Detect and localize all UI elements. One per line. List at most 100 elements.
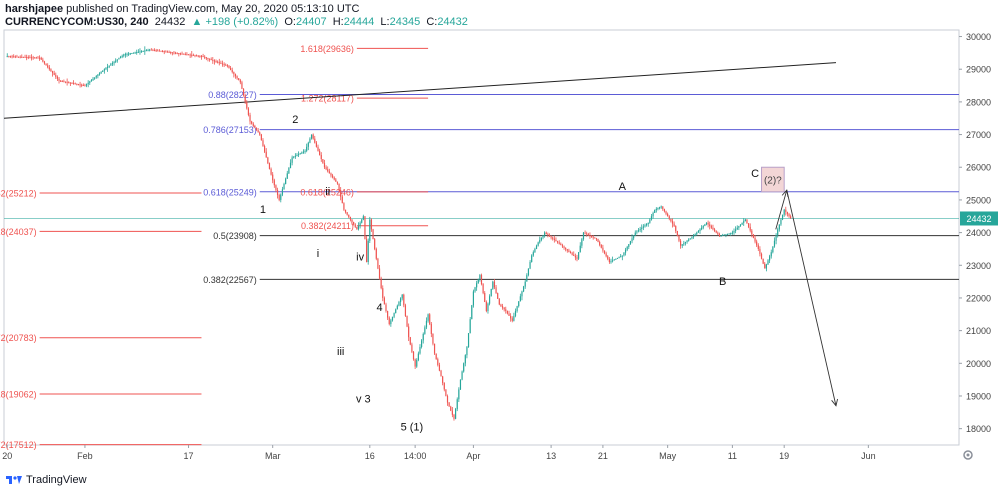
candle-body [702, 226, 704, 228]
candle-body [354, 224, 356, 227]
level-label: 1.618(29636) [300, 44, 354, 54]
candle-body [767, 260, 769, 265]
arrowhead [781, 189, 789, 198]
candle-body [95, 76, 97, 78]
level-label: 0.5(23908) [213, 231, 257, 241]
y-tick-label: 25000 [966, 195, 991, 205]
candle-body [147, 49, 149, 51]
candle-body [60, 80, 62, 82]
candle-body [783, 209, 785, 215]
candle-body [340, 190, 342, 197]
candle-body [221, 63, 224, 65]
candle-body [236, 76, 238, 79]
candle-body [259, 132, 261, 135]
candle-body [327, 169, 329, 172]
wave-label: A [619, 181, 627, 193]
candle-body [336, 181, 339, 184]
candle-body [578, 252, 580, 259]
candle-body [119, 56, 122, 59]
level-label: 0.618(25249) [203, 187, 257, 197]
candle-body [34, 57, 36, 59]
candle-body [239, 80, 241, 83]
candle-body [568, 250, 570, 252]
candle-body [526, 275, 528, 282]
candle-body [544, 232, 546, 236]
candle-body [132, 52, 135, 54]
candle-body [272, 174, 274, 181]
candle-body [129, 53, 131, 55]
candle-body [97, 74, 99, 77]
candle-body [660, 206, 662, 208]
candle-body [370, 219, 373, 230]
candle-body [667, 213, 669, 217]
symbol-name[interactable]: CURRENCYCOM:US30, 240 [5, 16, 149, 28]
wave-label: iv [356, 251, 364, 263]
candle-body [163, 51, 165, 53]
candle-body [30, 57, 33, 59]
candle-body [288, 168, 290, 174]
high-value: 24444 [343, 16, 375, 28]
candle-body [255, 128, 258, 131]
target-box-rect [761, 166, 785, 193]
candle-body [612, 260, 614, 262]
candle-body [276, 190, 279, 196]
candle-body [694, 234, 696, 236]
time-axis[interactable]: 20 Feb 17 Mar 16 14:00 Apr 13 21 May 11 19 Jun [2, 445, 876, 461]
trendline[interactable] [3, 62, 837, 119]
candle-body [328, 171, 330, 174]
candle-body [722, 235, 724, 237]
y-tick-label: 19000 [966, 391, 991, 401]
candle-body [79, 84, 81, 86]
candle-body [270, 168, 272, 175]
author-name[interactable]: harshjapee [5, 3, 64, 15]
candle-body [628, 244, 630, 247]
candle-body [291, 157, 293, 163]
candle-body [55, 74, 57, 77]
candle-body [654, 209, 656, 213]
candle-body [633, 235, 635, 239]
candle-body [98, 73, 101, 75]
candle-body [178, 53, 180, 55]
candle-body [424, 327, 426, 334]
candle-body [492, 281, 494, 289]
candle-body [467, 333, 470, 347]
candle-body [378, 268, 381, 279]
candle-body [469, 319, 471, 334]
candle-body [348, 214, 350, 218]
candle-body [281, 189, 284, 195]
candle-body [668, 216, 670, 219]
candle-body [85, 84, 88, 86]
candle-body [168, 51, 170, 53]
candle-body [458, 389, 460, 400]
candle-body [43, 61, 46, 64]
candle-body [488, 296, 491, 304]
candle-body [595, 238, 598, 240]
candle-body [636, 231, 638, 233]
candle-body [302, 151, 305, 153]
wave-label: iii [337, 346, 344, 358]
candle-body [299, 153, 301, 155]
candle-body [181, 53, 183, 55]
candle-body [333, 177, 335, 180]
footer-brand[interactable]: TradingView [6, 472, 87, 488]
candle-body [479, 275, 481, 280]
y-tick-label: 18000 [966, 424, 991, 434]
price-axis[interactable]: 18000 19000 20000 21000 22000 23000 24000 25000… [959, 32, 991, 434]
x-tick-label: Mar [265, 451, 281, 461]
candle-body [393, 313, 395, 317]
candle-body [482, 284, 484, 294]
settings-gear-icon[interactable] [963, 450, 973, 460]
candle-body [215, 61, 217, 63]
candle-body [681, 244, 683, 246]
fib-levels: 1.618(29636) 1.272(28117) 0.88(28227) 0.786… [0, 44, 959, 450]
candle-body [403, 294, 405, 306]
candle-body [683, 243, 685, 245]
candle-body [406, 315, 408, 327]
candle-body [623, 252, 625, 256]
candle-body [432, 333, 434, 344]
candle-body [513, 315, 515, 321]
projection-path[interactable] [775, 189, 838, 407]
candle-body [760, 253, 763, 259]
target-box[interactable]: (2)? [761, 166, 785, 193]
change-value: ▲ +198 (+0.82%) [191, 16, 279, 28]
